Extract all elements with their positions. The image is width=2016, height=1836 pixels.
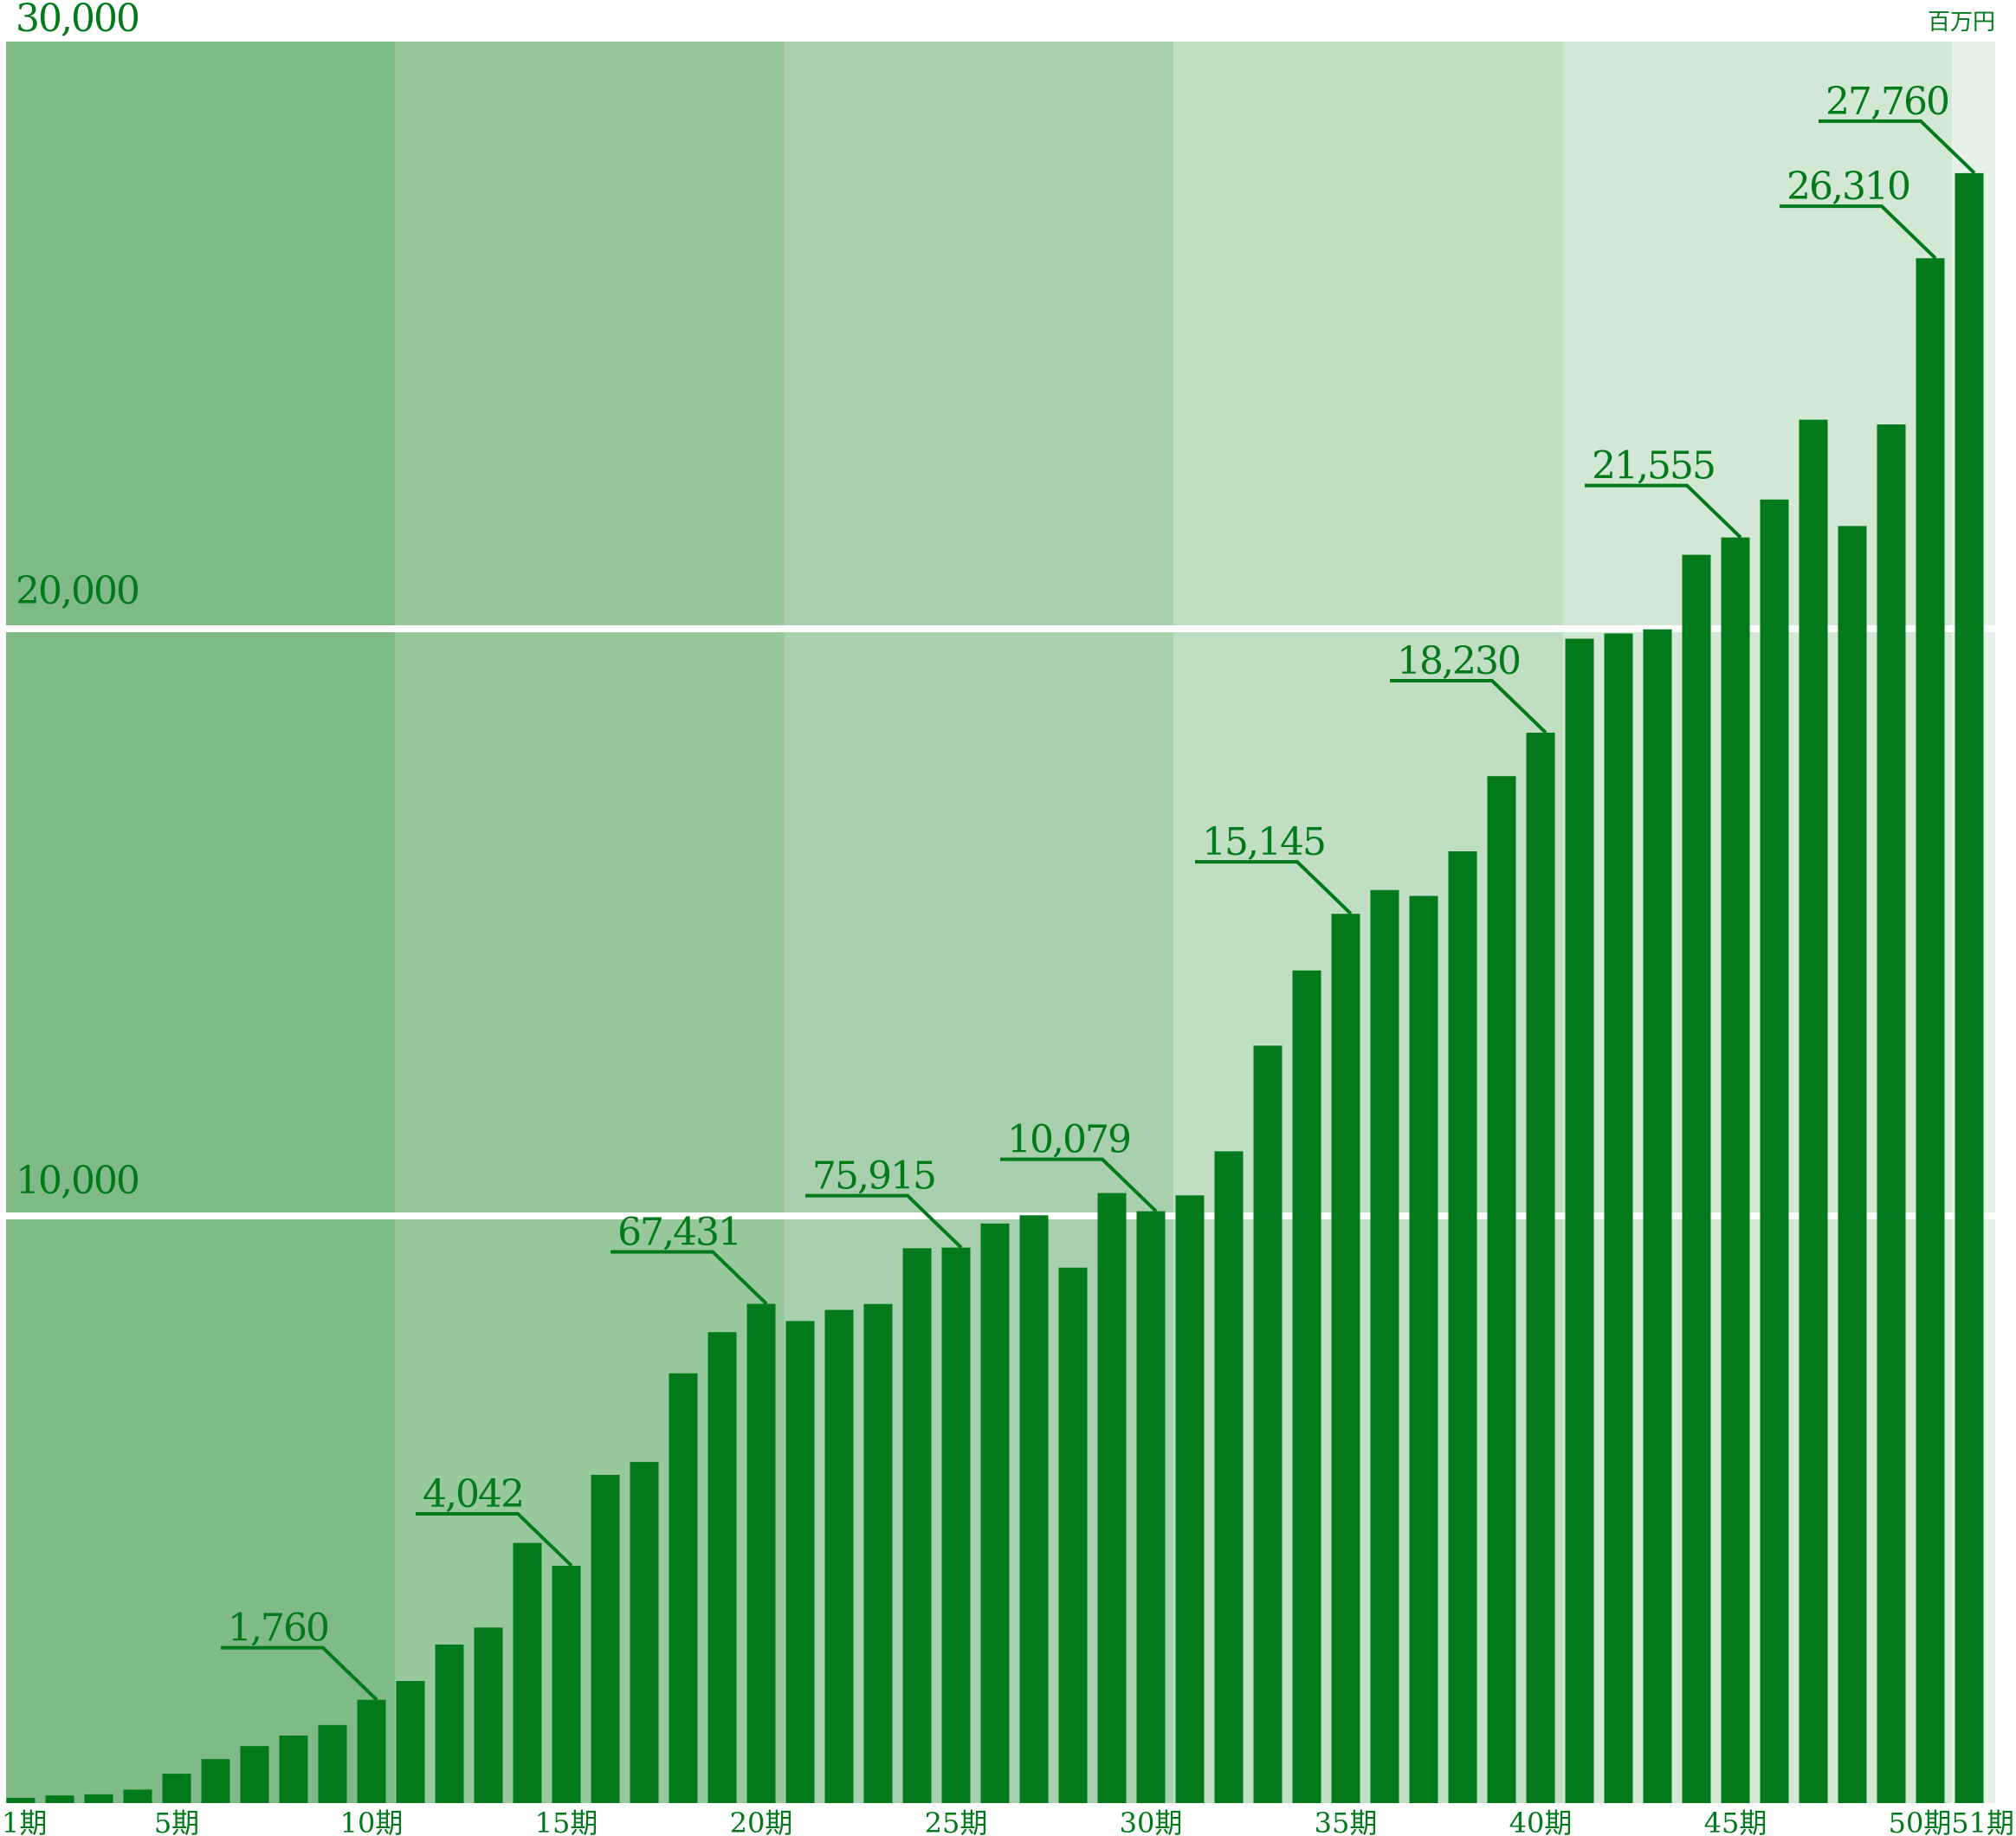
gridline-20000 xyxy=(6,625,1995,632)
bar-50期 xyxy=(1916,258,1945,1804)
callout-label-30期: 10,079 xyxy=(1007,1118,1130,1162)
bar-37期 xyxy=(1409,895,1438,1803)
bar-20期 xyxy=(746,1303,776,1803)
gridlines xyxy=(6,625,1995,1219)
bar-25期 xyxy=(941,1247,971,1803)
callout-label-40期: 18,230 xyxy=(1397,639,1520,683)
value-callouts: 1,760 4,042 67,431 75,915 10,079 15,145 18,230… xyxy=(221,80,1976,1702)
callout-line-45期 xyxy=(1585,483,1742,540)
bar-26期 xyxy=(980,1223,1010,1803)
bar-3期 xyxy=(84,1794,113,1803)
bar-36期 xyxy=(1370,889,1399,1803)
x-tick-label-45: 45期 xyxy=(1704,1807,1767,1836)
bar-38期 xyxy=(1448,851,1477,1803)
unit-label: 百万円 xyxy=(1928,10,1995,36)
callout-line-40期 xyxy=(1390,679,1548,734)
x-tick-label-30: 30期 xyxy=(1120,1807,1183,1836)
callout-line-30期 xyxy=(1000,1157,1158,1213)
callout-line-10期 xyxy=(221,1645,378,1702)
bar-9期 xyxy=(318,1724,347,1803)
bar-23期 xyxy=(863,1303,893,1803)
callout-label-25期: 75,915 xyxy=(812,1154,935,1199)
bar-44期 xyxy=(1682,554,1711,1803)
bar-22期 xyxy=(824,1309,854,1803)
y-tick-label-30000: 30,000 xyxy=(16,0,139,41)
bars xyxy=(6,172,1984,1804)
x-axis-labels: 1期 5期 10期 15期 20期 25期 30期 35期 40期 45期 50期 51期 xyxy=(2,1807,2014,1836)
bar-34期 xyxy=(1292,970,1321,1803)
bar-11期 xyxy=(396,1681,425,1803)
callout-label-45期: 21,555 xyxy=(1592,444,1715,488)
bar-31期 xyxy=(1175,1195,1205,1803)
bar-8期 xyxy=(279,1736,308,1803)
callout-label-15期: 4,042 xyxy=(423,1472,523,1516)
bar-27期 xyxy=(1019,1215,1049,1803)
bar-42期 xyxy=(1604,633,1633,1803)
bar-30期 xyxy=(1136,1211,1166,1803)
bar-5期 xyxy=(162,1774,191,1803)
bar-24期 xyxy=(902,1248,932,1803)
bar-29期 xyxy=(1097,1193,1127,1803)
bar-49期 xyxy=(1877,424,1906,1804)
callout-label-35期: 15,145 xyxy=(1202,820,1325,864)
x-tick-label-1: 1期 xyxy=(2,1807,47,1836)
gridline-10000 xyxy=(6,1212,1995,1219)
bar-6期 xyxy=(201,1759,230,1803)
y-tick-label-20000: 20,000 xyxy=(16,569,139,613)
bar-13期 xyxy=(474,1627,503,1803)
y-tick-label-10000: 10,000 xyxy=(16,1159,139,1203)
bar-1期 xyxy=(6,1797,36,1803)
bar-18期 xyxy=(669,1373,698,1803)
x-tick-label-35: 35期 xyxy=(1315,1807,1378,1836)
callout-label-51期: 27,760 xyxy=(1825,80,1948,124)
bar-7期 xyxy=(240,1746,269,1803)
callout-line-25期 xyxy=(805,1193,963,1250)
callout-label-50期: 26,310 xyxy=(1787,165,1909,209)
bar-14期 xyxy=(513,1542,542,1803)
x-tick-label-25: 25期 xyxy=(925,1807,988,1836)
bar-21期 xyxy=(785,1321,815,1803)
y-axis-labels: 30,000 20,000 10,000 xyxy=(16,0,140,1203)
x-tick-label-15: 15期 xyxy=(535,1807,598,1836)
bar-16期 xyxy=(591,1475,620,1803)
callout-label-20期: 67,431 xyxy=(617,1210,740,1254)
callout-line-51期 xyxy=(1819,119,1976,175)
bar-48期 xyxy=(1838,526,1867,1803)
bar-33期 xyxy=(1253,1045,1283,1803)
bar-2期 xyxy=(45,1795,74,1803)
callout-line-35期 xyxy=(1195,860,1353,915)
x-tick-label-20: 20期 xyxy=(730,1807,793,1836)
callout-label-10期: 1,760 xyxy=(228,1606,328,1651)
bar-28期 xyxy=(1058,1267,1088,1803)
bar-17期 xyxy=(630,1462,659,1803)
bar-39期 xyxy=(1487,776,1516,1804)
bar-43期 xyxy=(1643,629,1672,1804)
callout-line-50期 xyxy=(1780,204,1937,260)
x-tick-label-5: 5期 xyxy=(154,1807,199,1836)
bar-46期 xyxy=(1760,499,1789,1803)
bar-35期 xyxy=(1331,914,1360,1803)
bar-4期 xyxy=(123,1789,152,1803)
callout-line-15期 xyxy=(416,1511,573,1568)
bar-51期 xyxy=(1955,172,1984,1803)
x-tick-label-50: 50期 xyxy=(1889,1807,1952,1836)
background-band-1 xyxy=(6,42,395,1803)
bar-47期 xyxy=(1799,419,1828,1804)
bar-12期 xyxy=(435,1644,464,1803)
bar-41期 xyxy=(1565,638,1594,1803)
callout-line-20期 xyxy=(611,1250,768,1305)
bar-19期 xyxy=(708,1332,737,1803)
bar-40期 xyxy=(1526,733,1555,1803)
bar-32期 xyxy=(1214,1151,1244,1803)
x-tick-label-40: 40期 xyxy=(1509,1807,1573,1836)
x-tick-label-10: 10期 xyxy=(340,1807,404,1836)
bar-15期 xyxy=(552,1566,581,1803)
bar-10期 xyxy=(357,1699,386,1803)
bar-45期 xyxy=(1721,537,1750,1803)
x-tick-label-51: 51期 xyxy=(1951,1807,2014,1836)
